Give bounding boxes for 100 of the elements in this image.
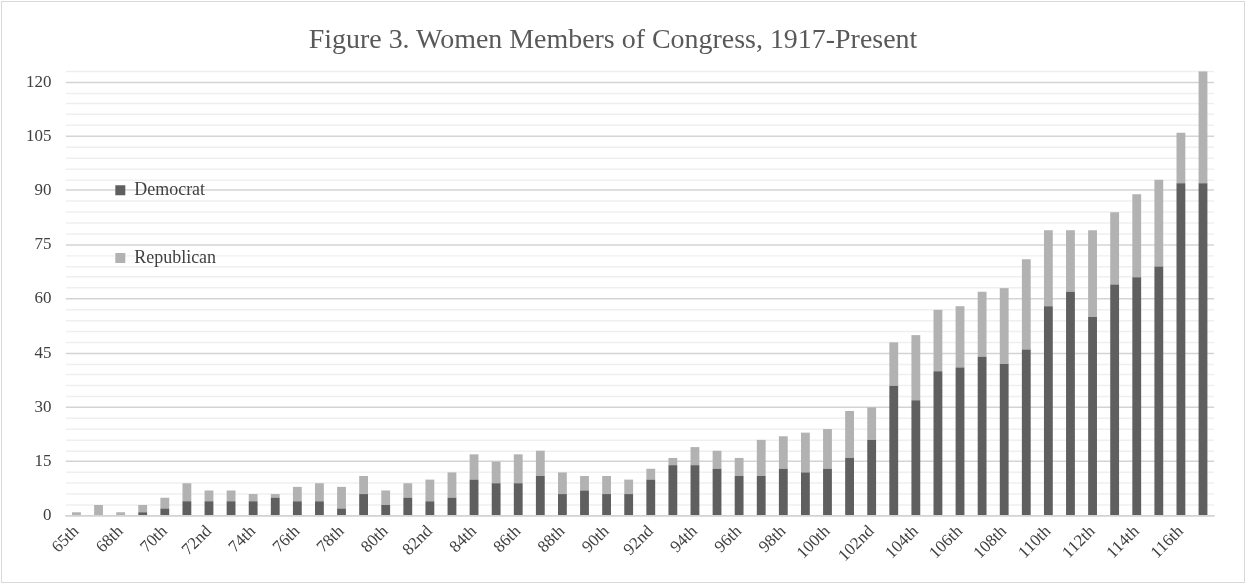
bar [778,436,788,469]
bar [800,432,810,473]
bar [580,490,589,515]
x-tick-label: 74th [224,521,260,557]
bar [1176,183,1186,515]
bar [226,501,236,515]
bar [977,356,987,515]
bar [690,465,700,515]
x-tick-label: 70th [136,521,172,557]
bar [116,512,126,515]
bar [1021,349,1031,515]
bar [911,400,921,515]
bar [823,468,832,515]
bar [1043,306,1053,515]
bar [160,497,170,509]
bar [469,454,479,480]
bar [1066,230,1075,292]
bar [557,472,567,495]
y-tick-label: 75 [34,234,52,254]
bar [270,494,280,498]
bar [889,342,899,386]
y-tick-label: 60 [34,288,52,308]
bar [535,476,545,515]
bar [734,457,744,477]
bar [778,468,788,515]
x-tick-label: 80th [356,521,393,557]
x-tick-label: 78th [312,521,348,557]
bar [690,447,700,466]
bar [381,490,391,505]
bar [226,490,236,502]
bar [712,450,722,469]
bar [1088,230,1097,318]
bar [1176,132,1186,184]
bar [734,476,744,515]
bar [315,501,324,515]
bar [292,486,302,502]
y-tick-label: 90 [34,180,52,200]
bar [602,476,612,495]
bar [160,508,170,515]
x-tick-label: 84th [445,521,481,557]
bar [712,468,722,515]
bar [867,407,877,440]
bar [800,472,810,515]
y-tick-label: 30 [34,396,52,416]
bar [204,490,214,502]
y-tick-label: 45 [34,342,52,362]
bar [756,476,766,515]
bar [1198,71,1208,184]
bar [292,501,302,515]
bar [845,457,854,515]
bar [248,494,258,502]
bar [491,461,501,484]
bar [447,472,457,498]
bar [911,335,921,401]
bar [557,494,567,515]
bar [359,494,369,515]
bar [1154,179,1164,267]
bar [646,468,656,480]
bar [756,439,766,477]
bar [513,483,523,515]
legend-label: Democrat [134,179,206,200]
bar [602,494,612,515]
chart-title: Figure 3. Women Members of Congress, 1917-Present [308,23,918,54]
bar [513,454,523,484]
bar [580,476,589,491]
bar [337,486,346,509]
bar [425,479,435,502]
bar [845,410,854,458]
bar [1154,266,1164,515]
bar [138,512,148,515]
bar [955,306,965,368]
bar [403,483,413,498]
bar [889,385,899,515]
x-tick-label: 86th [489,521,525,557]
bar [315,483,324,502]
bar [138,504,148,513]
bar [823,429,832,469]
bar [999,364,1009,515]
y-tick-label: 15 [34,451,52,471]
x-tick-label: 98th [754,521,790,557]
bar [668,457,678,466]
bar [381,504,391,515]
bar [204,501,214,515]
bar [955,367,965,515]
bar [1110,212,1120,285]
bar [1021,259,1031,350]
bar [668,465,678,515]
bar [535,450,545,477]
bar [1132,194,1142,278]
bar [933,371,943,515]
bar [624,494,634,515]
x-tick-label: 90th [577,521,613,557]
x-tick-label: 88th [533,521,569,557]
bar [270,497,280,515]
bar [977,291,987,357]
bar [867,439,877,515]
bar [337,508,346,515]
x-tick-label: 94th [666,521,702,557]
bar [425,501,435,515]
bar [933,309,943,372]
